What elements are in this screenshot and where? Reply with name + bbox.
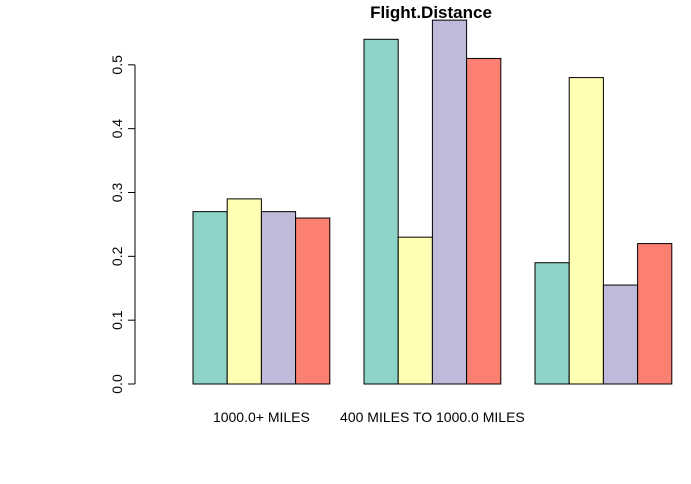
bar: [397, 236, 433, 385]
y-tick-label: 0.3: [109, 183, 125, 203]
y-tick-label: 0.5: [109, 55, 125, 75]
y-tick-label: 0.4: [109, 119, 125, 139]
bar: [602, 284, 639, 385]
bar: [192, 211, 228, 385]
bar: [568, 77, 604, 385]
bar: [466, 57, 502, 385]
chart-title: Flight.Distance: [370, 3, 492, 22]
bar: [431, 19, 468, 385]
bar: [534, 262, 570, 385]
y-tick-label: 0.1: [109, 310, 125, 330]
bar: [260, 211, 297, 385]
x-tick-label: 1000.0+ MILES: [213, 409, 310, 425]
bar: [295, 217, 331, 385]
y-tick-label: 0.0: [109, 374, 125, 394]
bar: [637, 243, 673, 385]
y-tick-label: 0.2: [109, 246, 125, 266]
x-tick-label: 400 MILES TO 1000.0 MILES: [340, 409, 525, 425]
bar: [226, 198, 262, 385]
bar: [363, 38, 399, 385]
